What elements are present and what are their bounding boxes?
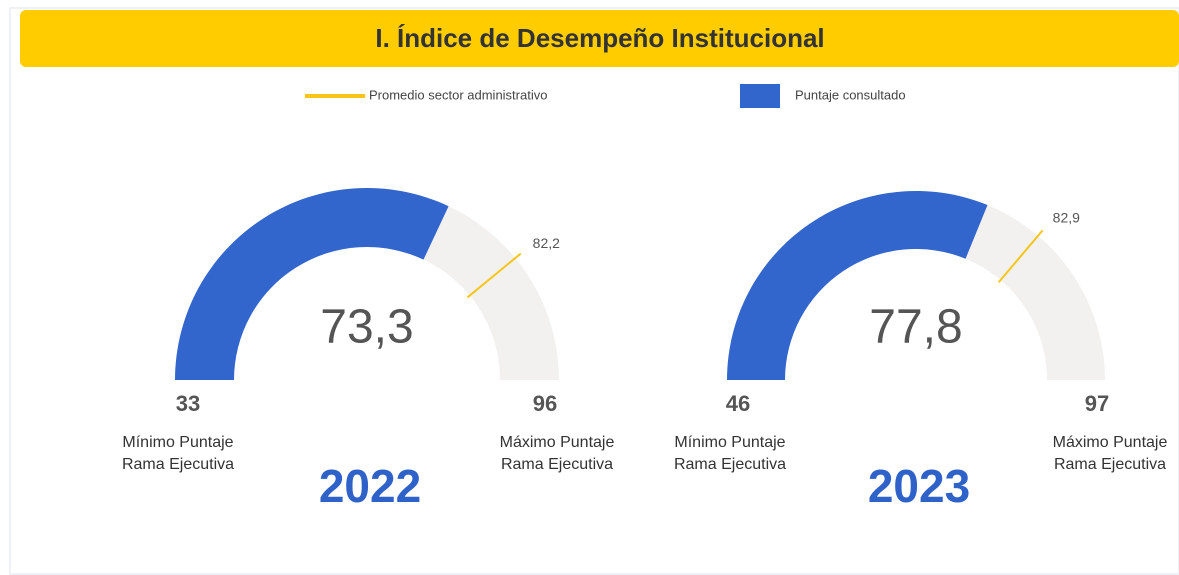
gauge-value <box>175 187 449 380</box>
legend-label: Promedio sector administrativo <box>369 87 547 102</box>
min-caption: Rama Ejecutiva <box>122 456 234 473</box>
gauge-title: 2022 <box>319 460 421 512</box>
min-caption: Mínimo Puntaje <box>122 434 233 451</box>
gauge-title: 2023 <box>868 460 970 512</box>
target-label: 82,9 <box>1053 210 1080 226</box>
panel <box>9 7 1179 575</box>
min-value: 46 <box>726 391 750 416</box>
gauge-value-label: 73,3 <box>320 301 413 354</box>
target-line <box>997 229 1044 283</box>
max-caption: Rama Ejecutiva <box>501 456 613 473</box>
min-caption: Rama Ejecutiva <box>674 456 786 473</box>
target-line <box>466 252 522 299</box>
gauge-value-label: 77,8 <box>869 301 962 354</box>
legend-label: Puntaje consultado <box>795 87 906 102</box>
header-title: I. Índice de Desempeño Institucional <box>375 23 824 53</box>
max-value: 97 <box>1085 391 1109 416</box>
max-caption: Máximo Puntaje <box>1053 434 1168 451</box>
legend-swatch <box>740 84 780 108</box>
header-bar <box>20 10 1179 67</box>
max-value: 96 <box>533 391 557 416</box>
gauge-value <box>727 190 988 380</box>
min-value: 33 <box>176 391 200 416</box>
max-caption: Máximo Puntaje <box>500 434 615 451</box>
min-caption: Mínimo Puntaje <box>674 434 785 451</box>
target-label: 82,2 <box>533 235 560 251</box>
max-caption: Rama Ejecutiva <box>1054 456 1166 473</box>
